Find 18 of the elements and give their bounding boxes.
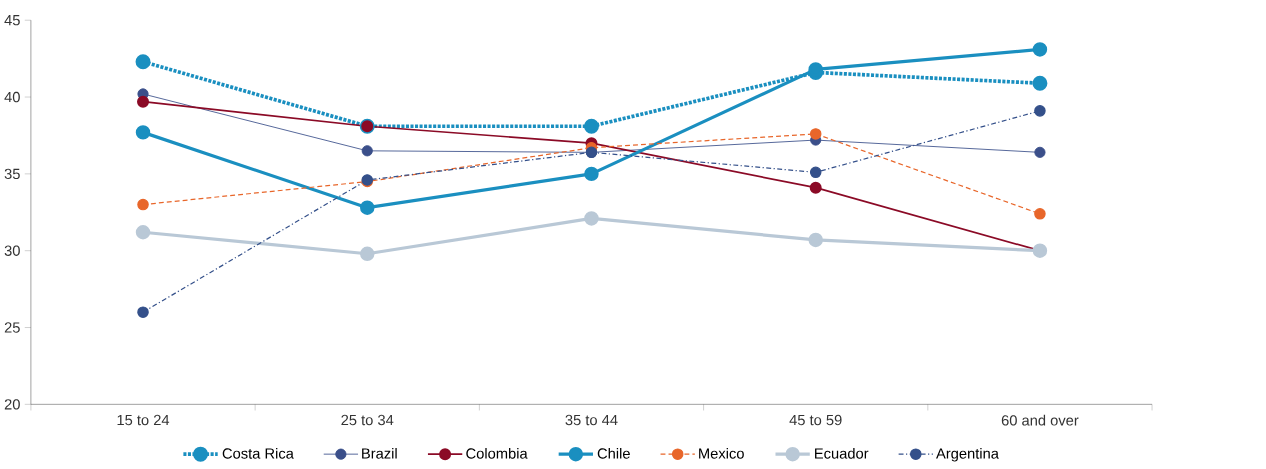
- y-tick-label: 30: [4, 245, 20, 257]
- x-tick-label: 25 to 34: [341, 414, 394, 426]
- y-tick-label: 40: [4, 91, 20, 103]
- legend-label: Argentina: [936, 448, 999, 462]
- x-tick-label: 45 to 59: [789, 414, 842, 426]
- x-tick-label: 60 and over: [1001, 414, 1079, 426]
- y-tick-label: 20: [4, 399, 20, 410]
- y-tick-label: 45: [4, 15, 20, 26]
- x-tick-label: 15 to 24: [117, 414, 170, 426]
- legend-label: Brazil: [362, 448, 397, 459]
- x-tick-label: 35 to 44: [565, 414, 618, 426]
- legend-label: Colombia: [466, 448, 528, 459]
- legend-label: Mexico: [699, 448, 744, 459]
- legend-label: Chile: [597, 448, 630, 459]
- y-tick-label: 25: [4, 322, 20, 333]
- legend-label: Ecuador: [815, 448, 869, 459]
- legend-label: Costa Rica: [222, 448, 294, 459]
- y-tick-label: 35: [4, 168, 20, 180]
